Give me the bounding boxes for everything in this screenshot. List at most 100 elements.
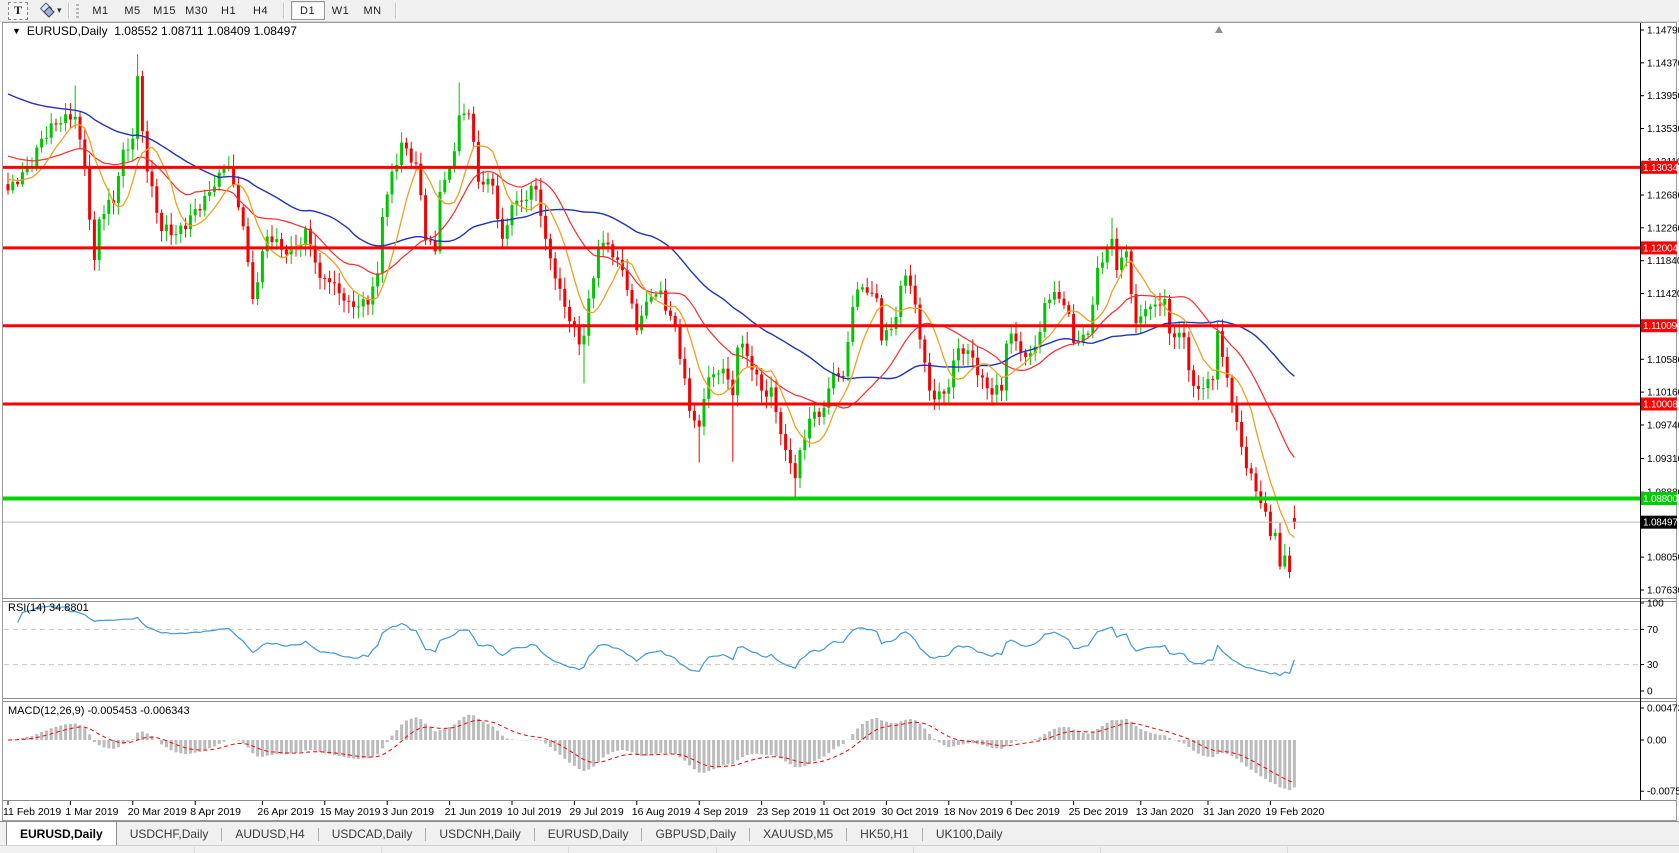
price-label-resistance: 1.10008 xyxy=(1641,397,1679,411)
svg-text:1.08497: 1.08497 xyxy=(1643,518,1678,529)
tab-separator xyxy=(533,827,535,841)
chart-tab-8-hk50-h1[interactable]: HK50,H1 xyxy=(860,827,909,841)
macd-tick-label: -0.00758 xyxy=(1647,787,1679,798)
rsi-tick-label: 70 xyxy=(1647,625,1659,636)
status-divider xyxy=(1100,847,1101,853)
price-tick-label: 1.11840 xyxy=(1647,256,1679,267)
date-tick-label: 4 Sep 2019 xyxy=(694,806,748,818)
chart-tab-4-usdcnh-daily[interactable]: USDCNH,Daily xyxy=(439,827,521,841)
price-tick-label: 1.10160 xyxy=(1647,388,1679,399)
timeframe-button-h4[interactable]: H4 xyxy=(253,4,269,17)
price-tick-label: 1.13530 xyxy=(1647,124,1679,135)
chart-tab-6-gbpusd-daily[interactable]: GBPUSD,Daily xyxy=(655,827,737,841)
tab-separator xyxy=(846,827,848,841)
rsi-tick-label: 30 xyxy=(1647,660,1659,671)
timeframe-button-m30[interactable]: M30 xyxy=(185,4,208,17)
chart-tab-9-uk100-daily[interactable]: UK100,Daily xyxy=(935,827,1003,841)
tab-separator xyxy=(317,827,319,841)
tab-separator xyxy=(425,827,427,841)
tile-windows-icon xyxy=(39,2,55,18)
chart-tab-0-eurusd-daily[interactable]: EURUSD,Daily xyxy=(6,821,117,846)
date-tick-label: 25 Dec 2019 xyxy=(1069,806,1129,818)
rsi-line-series xyxy=(17,605,1295,677)
timeframe-button-mn[interactable]: MN xyxy=(363,4,382,17)
tab-separator xyxy=(749,827,751,841)
chart-shift-marker xyxy=(1215,26,1223,33)
toolbar-separator xyxy=(282,2,285,19)
date-tick-label: 20 Mar 2019 xyxy=(128,806,187,818)
price-label-support: 1.08800 xyxy=(1641,491,1679,505)
date-tick-label: 8 Apr 2019 xyxy=(190,806,241,818)
ohlc-open: 1.08552 xyxy=(114,24,158,38)
toolbar-grip xyxy=(75,3,79,18)
toolbar-separator xyxy=(394,2,397,19)
price-label-current: 1.08497 xyxy=(1641,515,1679,529)
price-tick-label: 1.14790 xyxy=(1647,26,1679,37)
price-tick-label: 1.10580 xyxy=(1647,355,1679,366)
price-tick-label: 1.07630 xyxy=(1647,585,1679,596)
tab-separator xyxy=(221,827,223,841)
tile-windows-button[interactable] xyxy=(38,2,55,19)
macd-indicator-label: MACD(12,26,9) -0.005453 -0.006343 xyxy=(8,705,190,717)
timeframe-button-m5[interactable]: M5 xyxy=(124,4,141,17)
tab-separator xyxy=(921,827,923,841)
text-tool-button[interactable]: T xyxy=(8,1,28,20)
status-divider xyxy=(194,847,195,853)
date-tick-label: 16 Aug 2019 xyxy=(632,806,691,818)
chart-window-frame xyxy=(2,22,1677,821)
chart-symbol-label: EURUSD,Daily xyxy=(26,24,108,38)
date-tick-label: 10 Jul 2019 xyxy=(507,806,561,818)
status-divider xyxy=(568,847,569,853)
svg-text:1.12004: 1.12004 xyxy=(1643,243,1678,254)
date-tick-label: 23 Sep 2019 xyxy=(757,806,817,818)
ohlc-high: 1.08711 xyxy=(161,24,204,38)
date-tick-label: 29 Jul 2019 xyxy=(569,806,623,818)
timeframe-button-d1[interactable]: D1 xyxy=(290,1,325,20)
price-label-resistance: 1.13034 xyxy=(1641,160,1679,174)
time-axis: 11 Feb 2019 1 Mar 2019 20 Mar 2019 8 Apr 20… xyxy=(3,801,1325,818)
toolbar: T ▾ M1 M5 M15 M30 H1 H4 D1 W1 MN xyxy=(0,0,1679,22)
date-tick-label: 6 Dec 2019 xyxy=(1006,806,1060,818)
price-tick-label: 1.08050 xyxy=(1647,553,1679,564)
date-tick-label: 18 Nov 2019 xyxy=(944,806,1004,818)
svg-text:1.08800: 1.08800 xyxy=(1643,494,1678,505)
ohlc-close: 1.08497 xyxy=(253,24,297,38)
price-tick-label: 1.14370 xyxy=(1647,58,1679,69)
chart-tab-7-xauusd-m5[interactable]: XAUUSD,M5 xyxy=(763,827,834,841)
chart-tab-1-usdchf-daily[interactable]: USDCHF,Daily xyxy=(129,827,209,841)
price-tick-label: 1.09740 xyxy=(1647,420,1679,431)
date-tick-label: 31 Jan 2020 xyxy=(1203,806,1261,818)
date-tick-label: 21 Jun 2019 xyxy=(445,806,503,818)
ma-mid-line xyxy=(7,147,1295,458)
price-tick-label: 1.12680 xyxy=(1647,191,1679,202)
price-tick-label: 1.12260 xyxy=(1647,223,1679,234)
timeframe-button-h1[interactable]: H1 xyxy=(221,4,237,17)
timeframe-button-m15[interactable]: M15 xyxy=(153,4,176,17)
dropdown-caret-icon[interactable]: ▾ xyxy=(57,5,62,15)
chart-tab-3-usdcad-daily[interactable]: USDCAD,Daily xyxy=(331,827,413,841)
chart-tab-5-eurusd-daily[interactable]: EURUSD,Daily xyxy=(547,827,629,841)
ohlc-low: 1.08409 xyxy=(206,24,251,38)
date-tick-label: 26 Apr 2019 xyxy=(257,806,314,818)
date-tick-label: 15 May 2019 xyxy=(320,806,381,818)
ma-fast-line xyxy=(7,124,1295,539)
svg-text:1.10008: 1.10008 xyxy=(1643,400,1678,411)
date-tick-label: 11 Feb 2019 xyxy=(3,806,61,818)
rsi-tick-label: 100 xyxy=(1647,599,1664,610)
macd-panel: 0.004738 0.00 -0.00758 xyxy=(1640,703,1679,798)
timeframe-button-group: M1 M5 M15 M30 H1 H4 D1 W1 MN xyxy=(85,0,403,21)
moving-averages xyxy=(7,93,1295,539)
timeframe-button-w1[interactable]: W1 xyxy=(331,4,350,17)
price-label-resistance: 1.12004 xyxy=(1641,241,1679,255)
date-tick-label: 13 Jan 2020 xyxy=(1136,806,1194,818)
chart-tab-2-audusd-h4[interactable]: AUDUSD,H4 xyxy=(235,827,305,841)
status-divider xyxy=(1287,847,1288,853)
date-tick-label: 1 Mar 2019 xyxy=(65,806,118,818)
chart-title: ▼ EURUSD,Daily 1.08552 1.08711 1.08409 1.… xyxy=(12,24,297,38)
window-menu-icon[interactable]: ▼ xyxy=(12,26,21,36)
date-tick-label: 11 Oct 2019 xyxy=(819,806,876,818)
price-label-resistance: 1.11009 xyxy=(1641,319,1678,333)
status-divider xyxy=(716,847,717,853)
timeframe-button-m1[interactable]: M1 xyxy=(92,4,109,17)
